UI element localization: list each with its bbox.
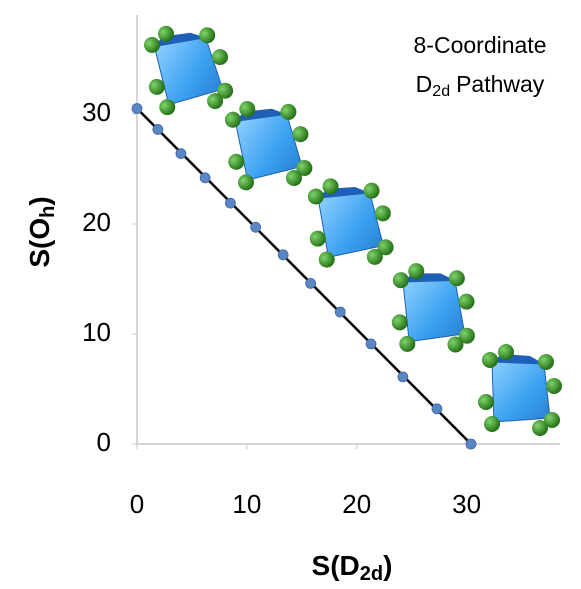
title-part: D <box>416 71 433 97</box>
polyhedron-face <box>317 192 384 258</box>
atom <box>159 99 176 116</box>
atom <box>532 420 548 436</box>
polyhedron <box>224 101 313 191</box>
atom <box>318 251 335 268</box>
label-part: S(O <box>24 218 55 268</box>
atom <box>199 27 216 44</box>
atom <box>237 174 254 191</box>
atom <box>307 188 324 205</box>
atom <box>239 101 256 118</box>
polyhedron-face <box>234 113 303 181</box>
polyhedron <box>391 263 475 353</box>
atom <box>292 126 309 143</box>
label-sub: 2d <box>360 563 383 585</box>
label-sub: h <box>37 206 59 218</box>
y-axis-label: S(Oh) <box>24 196 59 267</box>
point <box>250 221 262 233</box>
y-tick-label: 30 <box>82 97 111 127</box>
atom <box>448 270 465 287</box>
y-tick-label: 20 <box>82 207 111 237</box>
x-tick-label: 10 <box>232 489 261 519</box>
atom <box>377 239 394 256</box>
point <box>431 403 443 415</box>
atom <box>458 293 475 310</box>
y-tick-label: 10 <box>82 317 111 347</box>
atom <box>212 49 229 66</box>
atom <box>447 336 464 353</box>
point <box>175 148 187 160</box>
title-line: D2d Pathway <box>416 71 545 100</box>
x-tick-label: 30 <box>452 489 481 519</box>
atom <box>498 344 514 360</box>
point <box>465 438 477 450</box>
atom <box>391 314 408 331</box>
atom <box>544 412 560 428</box>
atom <box>157 25 174 42</box>
atom <box>458 327 475 344</box>
atom <box>296 160 313 177</box>
title-line: 8-Coordinate <box>414 32 547 58</box>
point <box>199 172 211 184</box>
title-sub: 2d <box>432 83 450 100</box>
y-tick-label: 0 <box>97 427 111 457</box>
atom <box>374 205 391 222</box>
label-part: ) <box>383 550 392 581</box>
atom <box>224 111 241 128</box>
point <box>277 249 289 261</box>
label-part: ) <box>24 196 55 205</box>
polyhedron-face <box>402 279 466 343</box>
polyhedron <box>478 344 562 436</box>
atom <box>148 78 165 95</box>
atom <box>144 36 161 53</box>
atom <box>478 394 494 410</box>
x-tick-label: 20 <box>342 489 371 519</box>
atom <box>207 93 224 110</box>
title-part: Pathway <box>456 71 545 97</box>
atom <box>546 378 562 394</box>
x-axis-label: S(D2d) <box>312 550 393 585</box>
polyhedron <box>307 178 394 268</box>
atom <box>309 230 326 247</box>
atom <box>363 182 380 199</box>
atom <box>399 335 416 352</box>
atom <box>484 416 500 432</box>
polyhedron <box>144 25 234 116</box>
point <box>334 306 346 318</box>
atom <box>217 82 234 99</box>
point <box>305 277 316 289</box>
atom <box>392 272 409 289</box>
fit-line <box>136 107 472 445</box>
polyhedron-face <box>491 361 551 423</box>
atom <box>538 354 554 370</box>
atom <box>482 352 498 368</box>
atom <box>322 178 339 195</box>
label-part: S(D <box>312 550 360 581</box>
point <box>224 197 236 209</box>
atom <box>228 153 245 170</box>
point <box>365 338 377 350</box>
point <box>152 123 164 135</box>
point <box>397 371 409 383</box>
point <box>131 103 143 114</box>
atom <box>280 103 297 120</box>
atom <box>285 169 302 186</box>
atom <box>408 263 425 280</box>
atom <box>366 248 383 265</box>
x-tick-label: 0 <box>130 489 144 519</box>
